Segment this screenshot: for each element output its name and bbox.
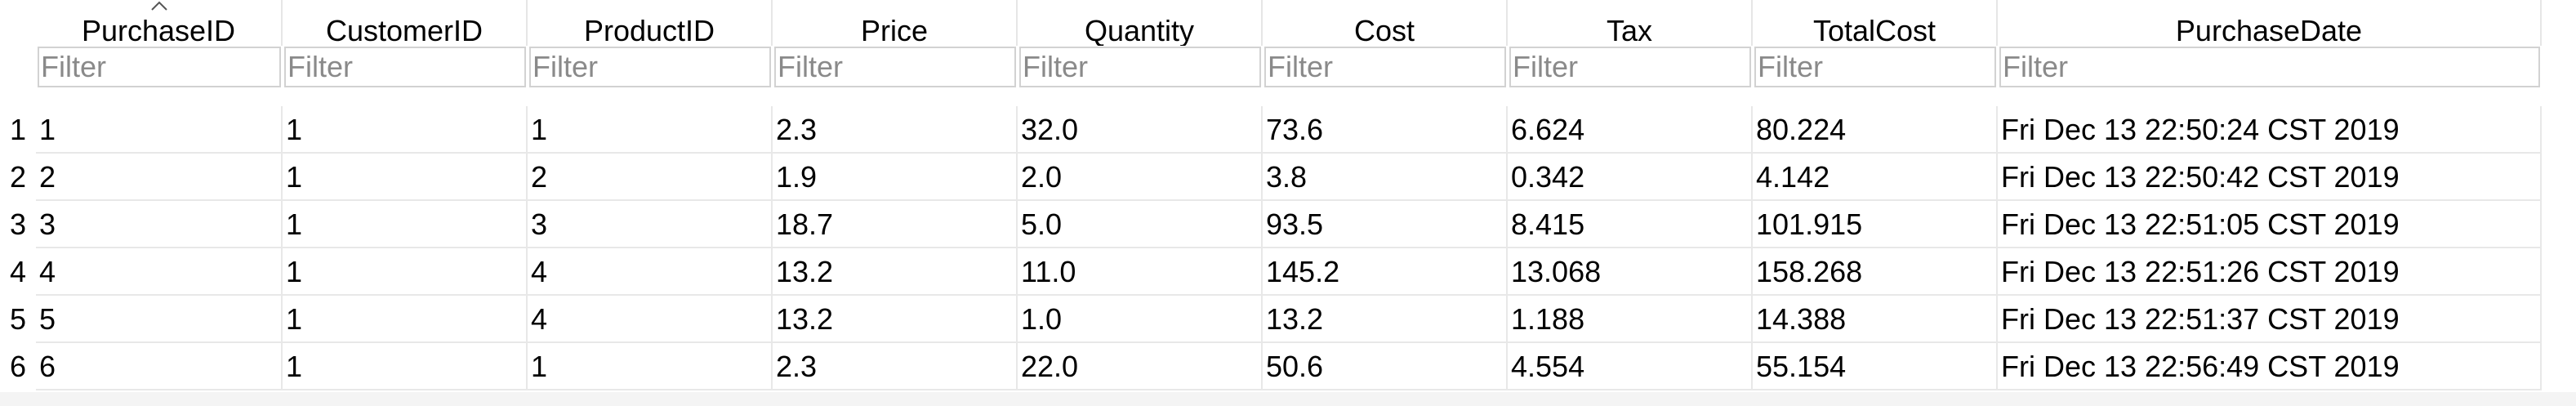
cell-purchasedate[interactable]: Fri Dec 13 22:51:37 CST 2019 [1998, 296, 2542, 343]
cell-price[interactable]: 2.3 [773, 106, 1018, 154]
row-number: 3 [10, 207, 27, 241]
cell-quantity[interactable]: 32.0 [1018, 106, 1263, 154]
filter-input-purchaseid[interactable] [38, 47, 281, 87]
cell-cost[interactable]: 50.6 [1263, 343, 1508, 390]
cell-price[interactable]: 2.3 [773, 343, 1018, 390]
cell-quantity[interactable]: 1.0 [1018, 296, 1263, 343]
cell-totalcost[interactable]: 80.224 [1753, 106, 1998, 154]
row-number: 6 [10, 350, 27, 383]
cell-totalcost[interactable]: 4.142 [1753, 154, 1998, 201]
cell-tax[interactable]: 6.624 [1508, 106, 1753, 154]
column-header-customerid[interactable]: CustomerID [283, 0, 528, 46]
column-header-purchaseid[interactable]: PurchaseID [36, 0, 283, 46]
cell-productid[interactable]: 4 [528, 248, 773, 296]
cell-totalcost[interactable]: 14.388 [1753, 296, 1998, 343]
cell-productid[interactable]: 2 [528, 154, 773, 201]
cell-purchasedate[interactable]: Fri Dec 13 22:50:42 CST 2019 [1998, 154, 2542, 201]
cell-tax[interactable]: 0.342 [1508, 154, 1753, 201]
column-header-cost[interactable]: Cost [1263, 0, 1508, 46]
row-number: 1 [10, 113, 27, 146]
row-number: 5 [10, 302, 27, 336]
cell-customerid[interactable]: 1 [283, 106, 528, 154]
cell-customerid[interactable]: 1 [283, 248, 528, 296]
cell-totalcost[interactable]: 101.915 [1753, 201, 1998, 248]
cell-purchaseid[interactable]: 3 [36, 201, 283, 248]
cell-purchaseid[interactable]: 4 [36, 248, 283, 296]
cell-purchaseid[interactable]: 2 [36, 154, 283, 201]
cell-customerid[interactable]: 1 [283, 296, 528, 343]
filter-input-tax[interactable] [1509, 47, 1751, 87]
cell-cost[interactable]: 13.2 [1263, 296, 1508, 343]
cell-price[interactable]: 18.7 [773, 201, 1018, 248]
cell-customerid[interactable]: 1 [283, 201, 528, 248]
filter-input-productid[interactable] [529, 47, 771, 87]
cell-quantity[interactable]: 2.0 [1018, 154, 1263, 201]
cell-quantity[interactable]: 11.0 [1018, 248, 1263, 296]
cell-totalcost[interactable]: 55.154 [1753, 343, 1998, 390]
row-number: 4 [10, 255, 27, 288]
filter-input-customerid[interactable] [284, 47, 526, 87]
cell-price[interactable]: 1.9 [773, 154, 1018, 201]
cell-purchasedate[interactable]: Fri Dec 13 22:51:05 CST 2019 [1998, 201, 2542, 248]
filter-input-cost[interactable] [1264, 47, 1506, 87]
cell-customerid[interactable]: 1 [283, 343, 528, 390]
cell-totalcost[interactable]: 158.268 [1753, 248, 1998, 296]
cell-productid[interactable]: 3 [528, 201, 773, 248]
cell-quantity[interactable]: 22.0 [1018, 343, 1263, 390]
column-header-tax[interactable]: Tax [1508, 0, 1753, 46]
cell-price[interactable]: 13.2 [773, 248, 1018, 296]
sort-ascending-icon [151, 1, 167, 11]
cell-tax[interactable]: 8.415 [1508, 201, 1753, 248]
column-header-price[interactable]: Price [773, 0, 1018, 46]
cell-productid[interactable]: 4 [528, 296, 773, 343]
cell-customerid[interactable]: 1 [283, 154, 528, 201]
row-number: 2 [10, 160, 27, 194]
filter-input-purchasedate[interactable] [1999, 47, 2540, 87]
cell-purchaseid[interactable]: 5 [36, 296, 283, 343]
cell-price[interactable]: 13.2 [773, 296, 1018, 343]
cell-purchaseid[interactable]: 1 [36, 106, 283, 154]
cell-productid[interactable]: 1 [528, 106, 773, 154]
column-header-totalcost[interactable]: TotalCost [1753, 0, 1998, 46]
cell-tax[interactable]: 13.068 [1508, 248, 1753, 296]
cell-tax[interactable]: 4.554 [1508, 343, 1753, 390]
cell-purchaseid[interactable]: 6 [36, 343, 283, 390]
cell-purchasedate[interactable]: Fri Dec 13 22:51:26 CST 2019 [1998, 248, 2542, 296]
cell-quantity[interactable]: 5.0 [1018, 201, 1263, 248]
cell-cost[interactable]: 145.2 [1263, 248, 1508, 296]
filter-input-totalcost[interactable] [1754, 47, 1996, 87]
cell-tax[interactable]: 1.188 [1508, 296, 1753, 343]
cell-purchasedate[interactable]: Fri Dec 13 22:50:24 CST 2019 [1998, 106, 2542, 154]
cell-purchasedate[interactable]: Fri Dec 13 22:56:49 CST 2019 [1998, 343, 2542, 390]
grid-bottom-area [0, 392, 2576, 406]
column-header-productid[interactable]: ProductID [528, 0, 773, 46]
cell-cost[interactable]: 3.8 [1263, 154, 1508, 201]
filter-input-price[interactable] [774, 47, 1016, 87]
cell-productid[interactable]: 1 [528, 343, 773, 390]
filter-input-quantity[interactable] [1019, 47, 1261, 87]
cell-cost[interactable]: 93.5 [1263, 201, 1508, 248]
column-header-purchasedate[interactable]: PurchaseDate [1998, 0, 2542, 46]
column-header-quantity[interactable]: Quantity [1018, 0, 1263, 46]
cell-cost[interactable]: 73.6 [1263, 106, 1508, 154]
